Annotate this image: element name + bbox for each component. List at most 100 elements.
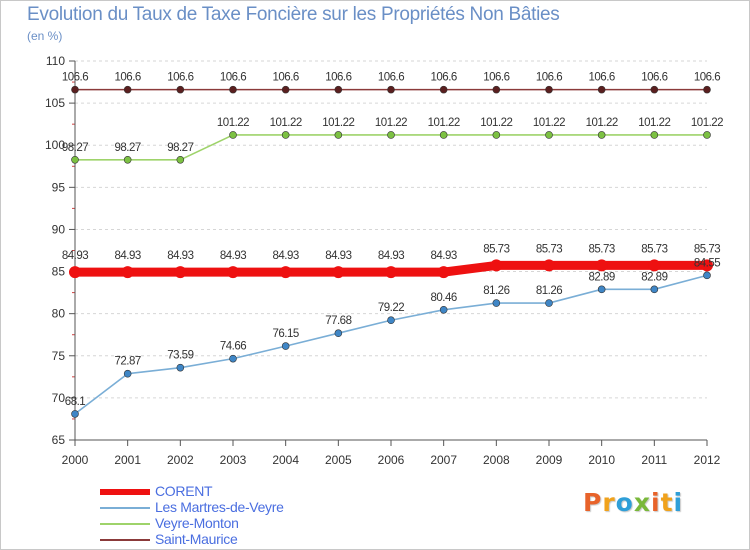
data-label-saint-maurice: 106.6 [694, 72, 720, 84]
data-label-corent: 85.73 [641, 243, 667, 255]
logo-letter: i [651, 488, 661, 517]
x-tick-label: 2010 [588, 453, 615, 467]
data-point-veyre-monton [650, 131, 659, 139]
data-label-les-martres-de-veyre: 72.87 [115, 356, 141, 368]
data-label-saint-maurice: 106.6 [641, 72, 667, 84]
data-label-les-martres-de-veyre: 68.1 [65, 396, 85, 408]
data-point-corent [437, 266, 450, 279]
x-tick-label: 2006 [378, 453, 405, 467]
data-label-saint-maurice: 106.6 [115, 72, 141, 84]
data-point-les-martres-de-veyre [439, 305, 448, 314]
series-line-les-martres-de-veyre [74, 274, 708, 415]
chart-title: Evolution du Taux de Taxe Foncière sur l… [27, 4, 560, 25]
data-point-corent [385, 266, 397, 279]
data-point-les-martres-de-veyre [387, 316, 395, 325]
x-tick-label: 2008 [483, 453, 510, 467]
logo-letter: x [633, 488, 651, 517]
data-point-veyre-monton [545, 131, 553, 139]
x-tick-label: 2001 [114, 453, 141, 467]
data-point-veyre-monton [123, 155, 132, 164]
logo-letter: o [615, 488, 634, 517]
legend-swatch-saint-maurice [100, 539, 150, 541]
data-label-saint-maurice: 106.6 [483, 72, 509, 84]
data-point-corent [279, 266, 292, 279]
data-point-saint-maurice [281, 85, 290, 94]
y-tick-label: 75 [52, 349, 66, 363]
data-label-corent: 84.93 [62, 250, 88, 262]
data-label-veyre-monton: 101.22 [691, 117, 723, 129]
data-label-les-martres-de-veyre: 81.26 [483, 285, 509, 297]
data-label-veyre-monton: 101.22 [586, 117, 618, 129]
data-label-saint-maurice: 106.6 [325, 72, 351, 84]
legend-label-corent: CORENT [155, 483, 213, 499]
data-point-les-martres-de-veyre [229, 354, 237, 363]
y-tick-label: 90 [52, 222, 66, 236]
data-point-les-martres-de-veyre [281, 342, 290, 350]
data-point-saint-maurice [545, 85, 553, 94]
logo-letter: t [660, 488, 674, 517]
data-label-les-martres-de-veyre: 76.15 [273, 328, 299, 340]
data-point-les-martres-de-veyre [650, 285, 659, 294]
data-label-veyre-monton: 101.22 [375, 117, 407, 129]
data-label-saint-maurice: 106.6 [62, 72, 88, 84]
data-label-les-martres-de-veyre: 73.59 [167, 350, 193, 362]
data-label-corent: 84.93 [220, 250, 246, 262]
data-label-les-martres-de-veyre: 81.26 [536, 285, 562, 297]
data-point-saint-maurice [492, 85, 501, 94]
data-point-corent [227, 266, 239, 279]
data-point-les-martres-de-veyre [597, 285, 606, 294]
logo-letter: r [602, 488, 616, 517]
legend-swatch-les-martres-de-veyre [100, 507, 150, 509]
data-label-corent: 85.73 [589, 243, 615, 255]
data-point-les-martres-de-veyre [123, 369, 132, 378]
data-label-veyre-monton: 101.22 [533, 117, 565, 129]
data-point-veyre-monton [597, 131, 606, 139]
logo-letter: i [673, 488, 684, 517]
y-tick-label: 70 [52, 391, 66, 405]
data-label-corent: 84.93 [115, 250, 141, 262]
data-point-corent [490, 259, 503, 272]
data-point-corent [69, 266, 81, 279]
data-label-corent: 85.73 [536, 243, 562, 255]
y-tick-label: 105 [45, 96, 65, 110]
data-label-les-martres-de-veyre: 80.46 [431, 292, 457, 304]
x-tick-label: 2000 [62, 453, 89, 467]
data-point-saint-maurice [597, 85, 606, 94]
y-tick-label: 110 [46, 54, 65, 68]
data-point-corent [701, 259, 713, 272]
legend-label-saint-maurice: Saint-Maurice [155, 531, 238, 547]
data-point-veyre-monton [229, 131, 237, 139]
data-point-veyre-monton [176, 155, 185, 164]
x-tick-label: 2007 [430, 453, 457, 467]
data-point-veyre-monton [281, 131, 290, 139]
data-label-les-martres-de-veyre: 82.89 [641, 271, 667, 283]
data-point-veyre-monton [387, 131, 395, 139]
data-point-saint-maurice [123, 85, 132, 94]
data-label-veyre-monton: 101.22 [217, 117, 249, 129]
data-label-les-martres-de-veyre: 74.66 [220, 341, 246, 353]
x-tick-label: 2002 [167, 453, 194, 467]
data-point-corent [543, 259, 555, 272]
data-point-saint-maurice [703, 85, 711, 94]
data-label-corent: 84.93 [431, 250, 457, 262]
y-tick-label: 95 [52, 180, 66, 194]
legend-label-les-martres-de-veyre: Les Martres-de-Veyre [155, 499, 284, 515]
data-label-corent: 84.93 [167, 250, 193, 262]
data-point-les-martres-de-veyre [334, 329, 343, 338]
data-point-les-martres-de-veyre [492, 299, 501, 307]
data-label-saint-maurice: 106.6 [273, 72, 299, 84]
data-label-les-martres-de-veyre: 82.89 [589, 271, 615, 283]
data-point-veyre-monton [71, 155, 79, 164]
data-label-les-martres-de-veyre: 84.55 [694, 257, 720, 269]
data-label-corent: 84.93 [325, 250, 351, 262]
data-label-veyre-monton: 98.27 [115, 142, 141, 154]
legend-swatch-veyre-monton [100, 523, 150, 525]
data-point-corent [121, 266, 134, 279]
x-tick-label: 2012 [694, 453, 721, 467]
data-point-veyre-monton [439, 131, 448, 139]
x-tick-label: 2005 [325, 453, 352, 467]
data-label-saint-maurice: 106.6 [220, 72, 246, 84]
x-tick-label: 2009 [536, 453, 563, 467]
data-point-les-martres-de-veyre [71, 410, 79, 418]
data-point-saint-maurice [387, 85, 395, 94]
